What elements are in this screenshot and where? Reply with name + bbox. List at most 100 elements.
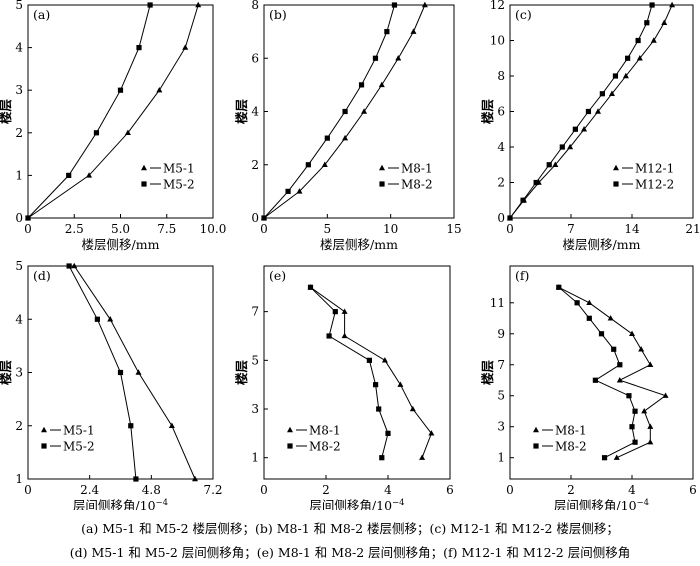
y-axis-label: 楼层 <box>0 99 13 125</box>
panel-label: (d) <box>33 268 51 283</box>
x-tick-label: 0 <box>260 483 268 497</box>
square-marker <box>373 382 379 388</box>
square-marker <box>66 172 72 178</box>
x-tick-label: 4 <box>384 483 392 497</box>
triangle-marker <box>192 475 199 482</box>
y-axis-label: 楼层 <box>234 99 249 125</box>
x-tick-label: 7.5 <box>157 222 176 236</box>
square-marker <box>592 377 598 383</box>
x-axis-label-text: 层间侧移角/10 <box>554 498 637 510</box>
x-axis-label: 层间侧移角/10−4 <box>554 498 649 510</box>
triangle-marker <box>608 90 615 96</box>
x-tick-label: 0 <box>24 483 32 497</box>
triangle-marker <box>647 439 654 445</box>
square-marker <box>391 2 398 8</box>
square-marker <box>626 393 632 399</box>
series-line <box>310 286 389 458</box>
x-tick-label: 10 <box>383 222 398 236</box>
square-marker <box>384 29 390 35</box>
triangle-marker <box>168 422 175 428</box>
triangle-marker <box>409 405 416 412</box>
x-tick-label: 6 <box>446 483 454 497</box>
x-axis-label-text: 楼层侧移/mm <box>320 237 398 252</box>
square-marker <box>133 476 139 482</box>
x-axis-label: 层间侧移角/10−4 <box>73 498 168 510</box>
square-marker <box>617 362 623 368</box>
square-marker <box>601 455 608 461</box>
square-marker <box>586 315 592 321</box>
triangle-marker <box>71 262 78 269</box>
triangle-marker <box>107 316 114 322</box>
series-line <box>27 4 151 219</box>
y-tick-label: 8 <box>497 69 505 83</box>
triangle-marker <box>586 299 593 305</box>
plot-frame <box>263 265 451 480</box>
triangle-marker <box>636 55 643 61</box>
triangle-marker <box>607 315 614 321</box>
legend-entry-label: M5-2 <box>63 440 95 454</box>
y-tick-label: 0 <box>497 211 505 225</box>
y-tick-label: 0 <box>15 211 23 225</box>
square-marker <box>649 2 655 8</box>
x-tick-label: 6 <box>689 483 697 497</box>
panel-label: (c) <box>515 7 532 22</box>
triangle-marker <box>341 332 348 339</box>
legend-triangle-icon <box>287 426 293 433</box>
triangle-marker <box>647 361 654 367</box>
x-tick-label: 2 <box>567 483 575 497</box>
triangle-marker <box>361 108 368 114</box>
square-marker <box>358 82 365 88</box>
square-marker <box>376 406 382 412</box>
legend-triangle-icon <box>141 164 147 171</box>
y-axis-label: 楼层 <box>480 99 495 125</box>
square-marker <box>574 300 580 306</box>
y-tick-label: 2 <box>251 158 259 172</box>
legend: M8-1 M8-2 <box>287 424 341 454</box>
square-marker <box>533 179 539 186</box>
y-tick-label: 2 <box>497 176 505 190</box>
triangle-marker <box>616 377 623 383</box>
x-tick-label: 2.4 <box>80 483 99 497</box>
square-marker <box>559 144 565 150</box>
x-tick-label: 5 <box>324 222 332 236</box>
triangle-marker <box>567 143 574 150</box>
triangle-marker <box>195 1 202 8</box>
triangle-marker <box>397 381 404 387</box>
x-tick-label: 4 <box>628 483 636 497</box>
legend-entry-label: M5-1 <box>163 162 195 176</box>
square-marker <box>379 455 385 461</box>
triangle-marker <box>647 423 654 429</box>
square-marker <box>326 333 332 339</box>
y-tick-label: 3 <box>15 366 23 380</box>
legend-entry-label: M8-1 <box>555 424 587 438</box>
x-axis-label-text: 层间侧移角/10 <box>73 498 156 510</box>
square-marker <box>25 215 31 221</box>
y-axis-label: 楼层 <box>0 360 13 386</box>
triangle-marker <box>622 72 629 79</box>
x-tick-label: 4.8 <box>142 483 161 497</box>
x-axis-label-text: 楼层侧移/mm <box>82 237 160 252</box>
legend: M8-1 M8-2 <box>379 162 433 192</box>
triangle-marker <box>341 308 348 314</box>
square-marker <box>632 408 638 414</box>
legend: M5-1 M5-2 <box>41 424 95 454</box>
square-marker <box>611 346 617 352</box>
legend-entry-label: M8-2 <box>555 440 587 454</box>
triangle-marker <box>296 188 303 194</box>
square-marker <box>93 130 100 136</box>
square-marker <box>324 135 330 141</box>
square-marker <box>556 284 562 290</box>
square-marker <box>147 2 153 8</box>
caption-line-2: (d) M5-1 和 M5-2 层间侧移角；(e) M8-1 和 M8-2 层间… <box>69 545 631 560</box>
triangle-marker <box>650 37 657 43</box>
x-tick-label: 0 <box>506 483 514 497</box>
x-axis-label-exponent: −4 <box>637 498 650 508</box>
square-marker <box>117 87 124 93</box>
triangle-marker <box>381 357 388 363</box>
square-marker <box>385 430 391 436</box>
triangle-marker <box>638 346 645 352</box>
triangle-marker <box>629 330 635 336</box>
x-tick-label: 5.0 <box>111 222 130 236</box>
square-marker <box>632 439 638 445</box>
y-tick-label: 2 <box>15 126 23 140</box>
